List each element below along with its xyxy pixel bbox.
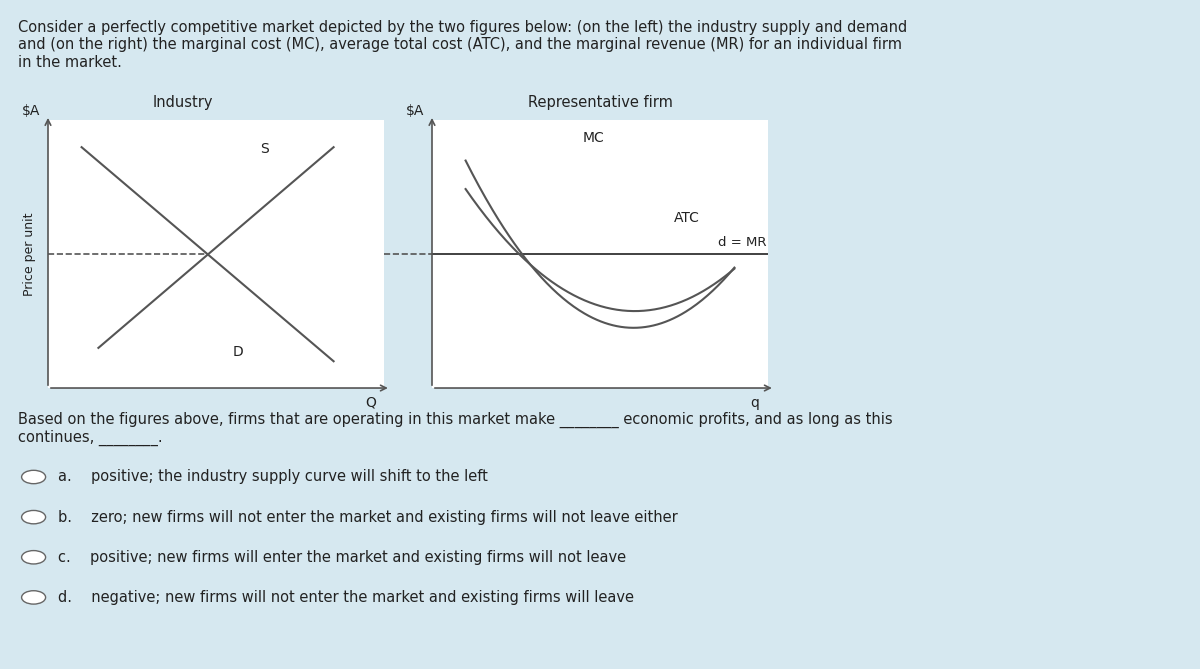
Text: d.  negative; new firms will not enter the market and existing firms will leave: d. negative; new firms will not enter th…: [58, 590, 634, 605]
Text: q: q: [750, 396, 758, 409]
Text: Based on the figures above, firms that are operating in this market make _______: Based on the figures above, firms that a…: [18, 411, 893, 446]
Text: a.  positive; the industry supply curve will shift to the left: a. positive; the industry supply curve w…: [58, 470, 487, 484]
Text: $A: $A: [22, 104, 41, 118]
Text: Representative firm: Representative firm: [528, 95, 672, 110]
Text: D: D: [233, 345, 244, 359]
Text: b.  zero; new firms will not enter the market and existing firms will not leave : b. zero; new firms will not enter the ma…: [58, 510, 677, 524]
Text: S: S: [259, 142, 269, 155]
Text: Consider a perfectly competitive market depicted by the two figures below: (on t: Consider a perfectly competitive market …: [18, 20, 907, 70]
Text: $A: $A: [406, 104, 425, 118]
Text: Q: Q: [365, 396, 376, 409]
Text: Industry: Industry: [152, 95, 212, 110]
Text: Price per unit: Price per unit: [24, 213, 36, 296]
Text: d = MR: d = MR: [718, 236, 766, 249]
Text: ATC: ATC: [674, 211, 700, 225]
Text: c.  positive; new firms will enter the market and existing firms will not leave: c. positive; new firms will enter the ma…: [58, 550, 625, 565]
Text: MC: MC: [582, 131, 604, 145]
